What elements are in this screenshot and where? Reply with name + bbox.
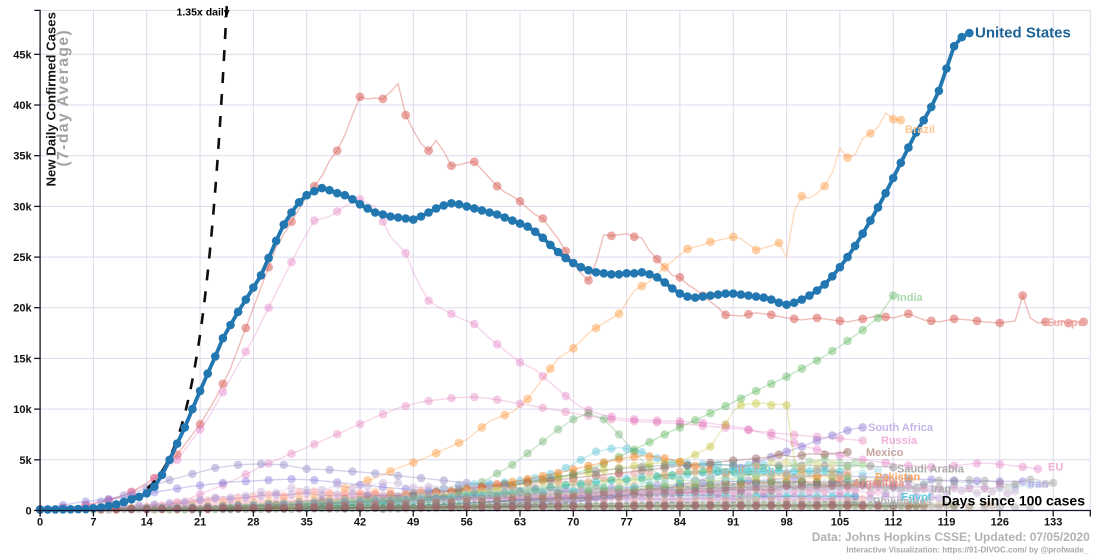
svg-text:56: 56 bbox=[461, 517, 473, 529]
svg-text:42: 42 bbox=[354, 517, 366, 529]
svg-text:Brazil: Brazil bbox=[905, 124, 935, 136]
svg-text:49: 49 bbox=[407, 517, 419, 529]
svg-text:77: 77 bbox=[620, 517, 632, 529]
svg-text:0: 0 bbox=[25, 506, 31, 518]
svg-text:15k: 15k bbox=[13, 353, 32, 365]
svg-text:Interactive Visualization: htt: Interactive Visualization: https://91-DI… bbox=[846, 546, 1088, 555]
svg-text:98: 98 bbox=[780, 517, 792, 529]
svg-text:EU: EU bbox=[1048, 462, 1063, 474]
svg-text:South Africa: South Africa bbox=[868, 422, 934, 434]
svg-text:(7-day Average): (7-day Average) bbox=[55, 29, 72, 167]
svg-text:Chile: Chile bbox=[735, 494, 760, 505]
svg-text:105: 105 bbox=[831, 517, 849, 529]
svg-text:63: 63 bbox=[514, 517, 526, 529]
svg-text:35k: 35k bbox=[13, 151, 32, 163]
svg-text:1.35x daily: 1.35x daily bbox=[177, 7, 230, 19]
svg-text:5k: 5k bbox=[19, 455, 32, 467]
svg-text:Mexico: Mexico bbox=[866, 447, 904, 459]
svg-text:20k: 20k bbox=[13, 303, 32, 315]
svg-text:133: 133 bbox=[1044, 517, 1062, 529]
svg-text:70: 70 bbox=[567, 517, 579, 529]
svg-text:Data: Johns Hopkins CSSE; Upda: Data: Johns Hopkins CSSE; Updated: 07/05… bbox=[812, 530, 1090, 544]
svg-text:84: 84 bbox=[674, 517, 687, 529]
svg-text:Argentina: Argentina bbox=[853, 478, 905, 490]
svg-text:Europe: Europe bbox=[1046, 317, 1084, 329]
svg-text:Bangladesh: Bangladesh bbox=[712, 465, 775, 477]
svg-text:0: 0 bbox=[37, 517, 43, 529]
svg-text:112: 112 bbox=[884, 517, 902, 529]
svg-text:25k: 25k bbox=[13, 252, 32, 264]
svg-text:30k: 30k bbox=[13, 201, 32, 213]
svg-text:40k: 40k bbox=[13, 100, 32, 112]
svg-text:7: 7 bbox=[90, 517, 96, 529]
svg-text:India: India bbox=[897, 292, 924, 304]
svg-text:Iran: Iran bbox=[1028, 479, 1048, 491]
svg-text:91: 91 bbox=[727, 517, 739, 529]
svg-text:Philippines: Philippines bbox=[873, 496, 932, 508]
svg-text:21: 21 bbox=[194, 517, 206, 529]
svg-text:14: 14 bbox=[141, 517, 154, 529]
svg-text:10k: 10k bbox=[13, 404, 32, 416]
svg-text:35: 35 bbox=[301, 517, 313, 529]
svg-text:28: 28 bbox=[247, 517, 259, 529]
svg-text:Russia: Russia bbox=[881, 435, 918, 447]
svg-text:45k: 45k bbox=[13, 49, 32, 61]
svg-text:United States: United States bbox=[975, 25, 1071, 42]
svg-text:119: 119 bbox=[938, 517, 956, 529]
svg-text:Days since 100 cases: Days since 100 cases bbox=[942, 493, 1085, 509]
svg-text:126: 126 bbox=[991, 517, 1009, 529]
